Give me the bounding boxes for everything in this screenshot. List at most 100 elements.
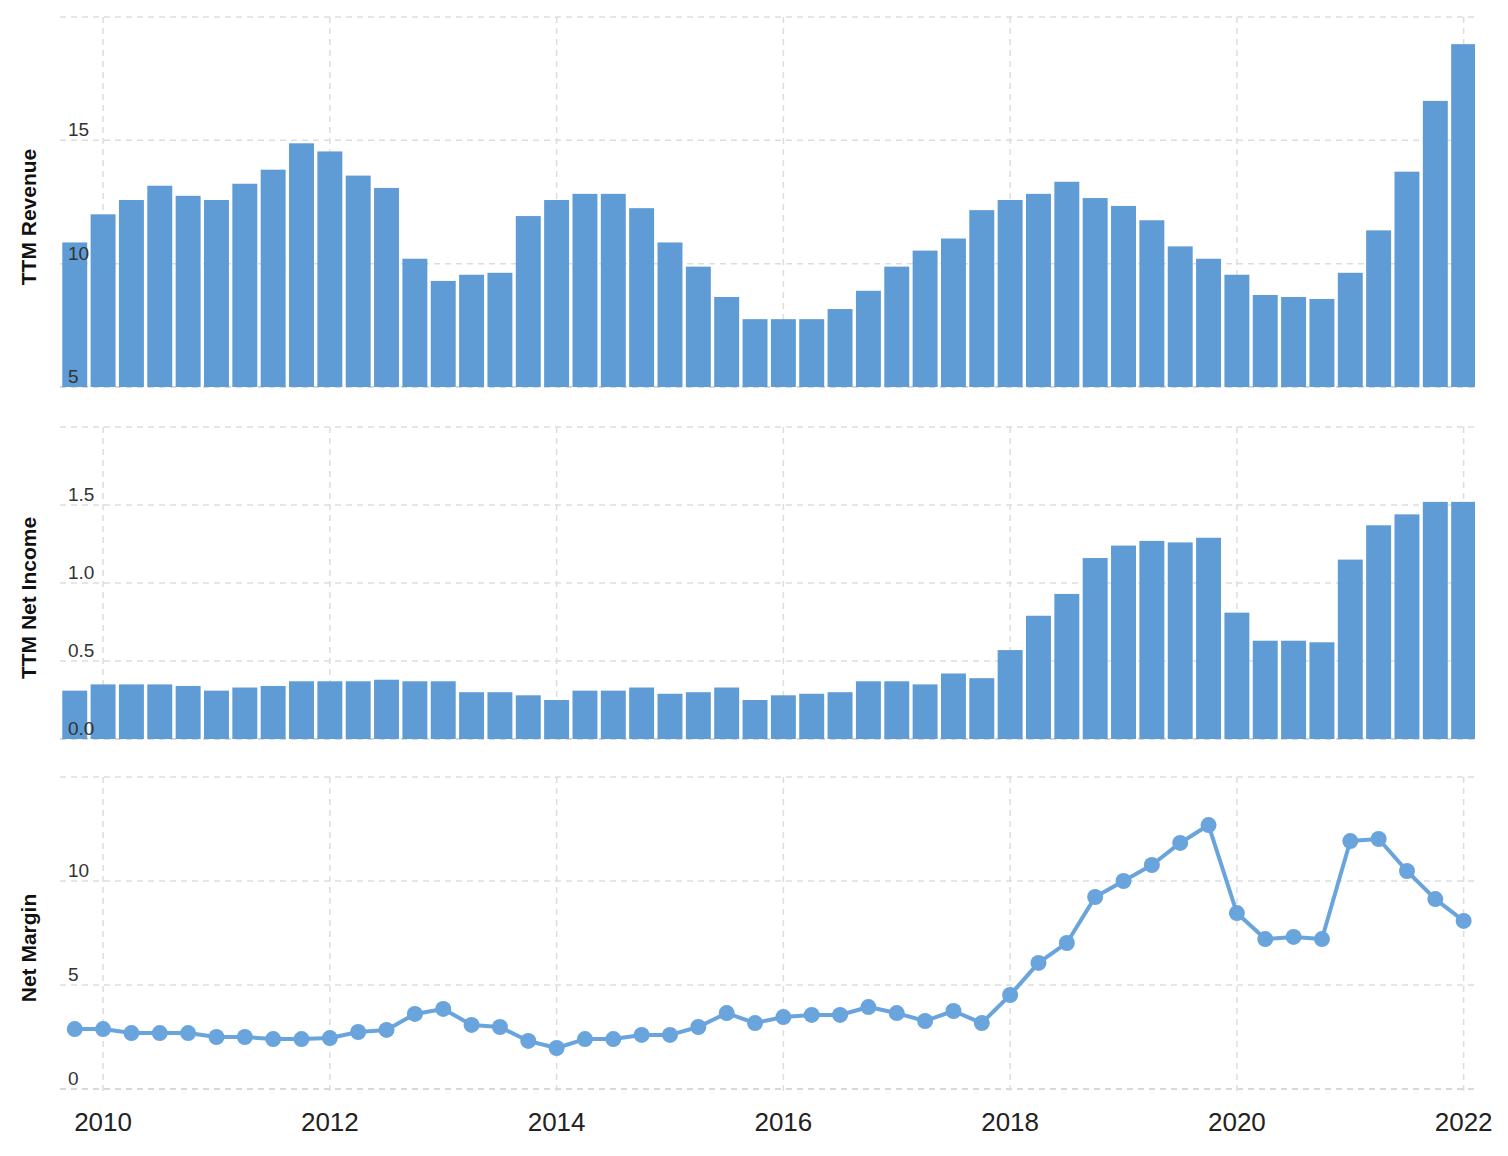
marker	[945, 1003, 961, 1019]
bar	[204, 691, 229, 739]
bar	[1281, 297, 1306, 387]
bar	[176, 686, 201, 739]
bar	[289, 681, 314, 739]
bar	[1366, 525, 1391, 739]
chart: 51015TTM Revenue0.00.51.01.5TTM Net Inco…	[0, 0, 1508, 1156]
bar	[317, 151, 342, 387]
x-tick-label: 2018	[981, 1107, 1039, 1137]
bar	[1111, 546, 1136, 739]
y-tick-label: 15	[68, 119, 89, 140]
y-tick-label: 10	[68, 860, 89, 881]
bar	[1451, 502, 1475, 739]
bar	[1139, 541, 1164, 739]
bar	[487, 273, 512, 387]
marker	[832, 1007, 848, 1023]
y-tick-label: 0.0	[68, 718, 94, 739]
marker	[294, 1031, 310, 1047]
frame-top	[60, 776, 1475, 778]
bar	[374, 680, 399, 739]
plot-area	[67, 817, 1472, 1056]
x-grid-line	[1463, 777, 1465, 1093]
plot-area	[62, 44, 1475, 387]
bar	[572, 691, 597, 739]
bar	[402, 681, 427, 739]
bar	[459, 692, 484, 739]
bar	[374, 188, 399, 387]
x-tick-label: 2012	[301, 1107, 359, 1137]
x-tick-label: 2010	[74, 1107, 132, 1137]
bar	[1083, 558, 1108, 739]
bar	[147, 684, 172, 739]
marker	[719, 1005, 735, 1021]
x-tick-label: 2016	[754, 1107, 812, 1137]
marker	[1059, 935, 1075, 951]
bar	[1026, 194, 1051, 387]
bar	[317, 681, 342, 739]
marker	[464, 1017, 480, 1033]
bar	[1451, 44, 1475, 387]
x-tick-label: 2022	[1435, 1107, 1493, 1137]
marker	[1201, 817, 1217, 833]
bar	[119, 200, 144, 387]
bar	[62, 242, 87, 387]
y-axis-title: TTM Revenue	[17, 149, 40, 286]
marker	[1229, 905, 1245, 921]
bar	[346, 176, 371, 387]
marker	[549, 1040, 565, 1056]
marker	[1257, 931, 1273, 947]
bar	[1338, 273, 1363, 387]
marker	[1456, 913, 1472, 929]
bar	[1168, 246, 1193, 387]
bar	[913, 251, 938, 387]
bar	[1168, 542, 1193, 739]
marker	[237, 1029, 253, 1045]
marker	[208, 1029, 224, 1045]
marker	[67, 1021, 83, 1037]
bar	[743, 700, 768, 739]
marker	[1342, 833, 1358, 849]
marker	[605, 1031, 621, 1047]
bar	[232, 688, 257, 739]
bar	[1054, 182, 1079, 387]
y-grid-line	[60, 140, 1475, 142]
bar	[572, 194, 597, 387]
bar	[771, 319, 796, 387]
marker	[322, 1030, 338, 1046]
marker	[1314, 931, 1330, 947]
marker	[747, 1015, 763, 1031]
y-grid-line	[60, 1088, 1475, 1090]
bar	[1309, 642, 1334, 739]
bar	[799, 694, 824, 739]
marker	[180, 1025, 196, 1041]
marker	[690, 1019, 706, 1035]
marker	[1030, 955, 1046, 971]
x-grid-line	[1009, 777, 1011, 1093]
marker	[634, 1027, 650, 1043]
bar	[658, 242, 683, 387]
bar	[998, 650, 1023, 739]
bar	[1196, 259, 1221, 387]
bar	[629, 208, 654, 387]
y-grid-line	[60, 880, 1475, 882]
bar	[516, 695, 541, 739]
y-grid-line	[60, 582, 1475, 584]
marker	[435, 1001, 451, 1017]
marker	[577, 1031, 593, 1047]
bar	[969, 678, 994, 739]
bar	[1423, 502, 1448, 739]
x-grid-line	[102, 777, 104, 1093]
bar	[658, 694, 683, 739]
y-tick-label: 0.5	[68, 640, 94, 661]
x-tick-label: 2020	[1208, 1107, 1266, 1137]
bar	[686, 692, 711, 739]
frame-top	[60, 426, 1475, 428]
x-grid-line	[783, 427, 785, 739]
bar	[743, 319, 768, 387]
marker	[889, 1005, 905, 1021]
y-tick-label: 1.5	[68, 484, 94, 505]
bar	[856, 291, 881, 387]
marker	[917, 1013, 933, 1029]
bar	[828, 692, 853, 739]
y-tick-label: 1.0	[68, 562, 94, 583]
marker	[1172, 835, 1188, 851]
